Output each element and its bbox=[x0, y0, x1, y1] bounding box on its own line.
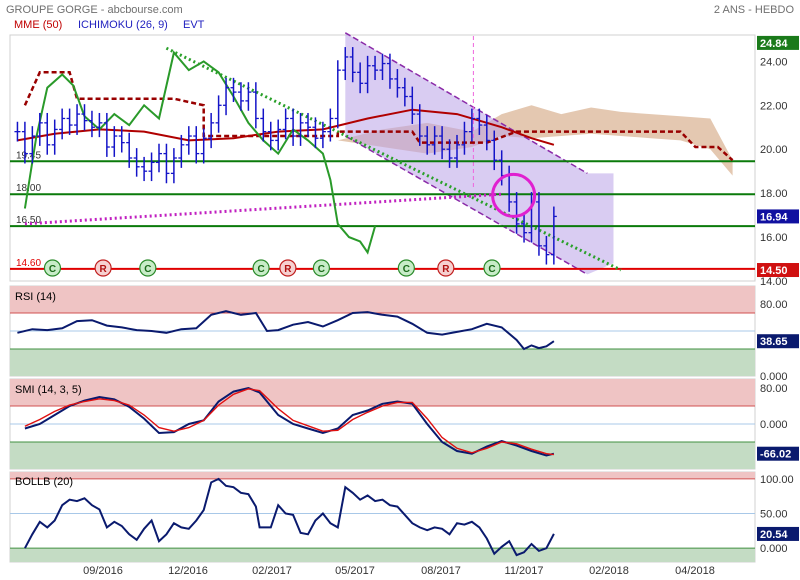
period-label: 2 ANS - HEBDO bbox=[714, 4, 795, 16]
chikou-line bbox=[23, 50, 377, 255]
x-tick-label: 08/2017 bbox=[421, 565, 461, 577]
last-price-label-box bbox=[757, 35, 799, 50]
overbought-zone bbox=[10, 379, 755, 406]
support-label: 16.50 bbox=[16, 215, 41, 226]
ichimoku-cloud bbox=[337, 105, 733, 176]
bollb-label: BOLLB (20) bbox=[15, 476, 73, 488]
event-marker bbox=[483, 259, 501, 277]
bollb-y-tick: 100.00 bbox=[760, 474, 794, 486]
support-label: 14.60 bbox=[16, 258, 41, 269]
event-marker-label: C bbox=[488, 264, 495, 275]
event-marker-label: R bbox=[442, 264, 450, 275]
smi-value-label-box bbox=[757, 446, 799, 461]
price-y-tick: 14.00 bbox=[760, 276, 788, 288]
x-tick-label: 11/2017 bbox=[505, 565, 544, 577]
event-marker bbox=[397, 259, 415, 277]
rsi-layer: 80.00 0.000 38.65 bbox=[10, 286, 799, 383]
low-price-label-box bbox=[757, 263, 799, 278]
event-marker bbox=[279, 259, 297, 277]
event-marker-label: C bbox=[257, 264, 264, 275]
bollb-value-label: 20.54 bbox=[760, 529, 788, 541]
price-layer: 19.45 18.00 16.50 14.60 C R C C R C C R C 24.00 22.00 2… bbox=[10, 32, 799, 288]
x-axis: 09/2016 12/2016 02/2017 05/2017 08/2017 … bbox=[83, 565, 715, 577]
x-tick-label: 02/2017 bbox=[252, 565, 292, 577]
x-tick-label: 05/2017 bbox=[335, 565, 375, 577]
source-title: GROUPE GORGE - abcbourse.com bbox=[6, 4, 183, 16]
current-price-label-box bbox=[757, 209, 799, 224]
bollb-line bbox=[24, 477, 555, 557]
legend-mme: MME (50) bbox=[14, 19, 62, 31]
bollb-layer: 100.00 50.00 0.000 20.54 bbox=[10, 472, 799, 562]
event-marker bbox=[43, 259, 62, 277]
rsi-line bbox=[17, 310, 555, 351]
x-tick-label: 12/2016 bbox=[168, 565, 208, 577]
event-marker bbox=[94, 259, 112, 277]
legend-evt: EVT bbox=[183, 19, 205, 31]
smi-line bbox=[24, 386, 555, 457]
price-y-tick: 18.00 bbox=[760, 188, 788, 200]
overbought-zone bbox=[10, 472, 755, 479]
price-y-tick: 16.00 bbox=[760, 232, 788, 244]
channel-lower-line bbox=[344, 135, 588, 276]
event-marker bbox=[312, 259, 331, 277]
bollb-y-tick: 50.00 bbox=[760, 509, 788, 521]
event-marker-label: C bbox=[403, 264, 410, 275]
event-marker-label: C bbox=[144, 264, 151, 275]
event-marker-label: R bbox=[100, 264, 108, 275]
support-label: 19.45 bbox=[16, 150, 41, 161]
rsi-y-tick: 80.00 bbox=[760, 299, 788, 311]
oversold-zone bbox=[10, 548, 755, 562]
smi-value-label: -66.02 bbox=[760, 449, 791, 461]
oversold-zone bbox=[10, 442, 755, 469]
current-price-label: 16.94 bbox=[760, 211, 788, 223]
event-marker bbox=[437, 259, 455, 277]
rsi-value-label: 38.65 bbox=[760, 336, 788, 348]
smi-label: SMI (14, 3, 5) bbox=[15, 384, 82, 396]
price-y-tick: 24.00 bbox=[760, 56, 788, 68]
rsi-value-label-box bbox=[757, 334, 799, 349]
smi-y-tick: 80.00 bbox=[760, 383, 788, 395]
diagonal-trendline bbox=[165, 46, 622, 272]
rsi-label: RSI (14) bbox=[15, 291, 56, 303]
event-marker-label: R bbox=[284, 264, 292, 275]
rsi-y-tick: 0.000 bbox=[760, 371, 788, 383]
bollb-value-label-box bbox=[757, 526, 799, 541]
price-y-tick: 22.00 bbox=[760, 100, 788, 112]
x-tick-label: 04/2018 bbox=[675, 565, 715, 577]
low-price-label: 14.50 bbox=[760, 265, 788, 277]
last-price-label: 24.84 bbox=[760, 38, 788, 50]
smi-layer: 80.00 0.000 -66.02 bbox=[10, 379, 799, 469]
event-marker-label: C bbox=[318, 264, 325, 275]
smi-y-tick: 0.000 bbox=[760, 419, 788, 431]
oversold-zone bbox=[10, 349, 755, 376]
legend-ichimoku: ICHIMOKU (26, 9) bbox=[78, 19, 168, 31]
event-marker-label: C bbox=[49, 264, 56, 275]
price-y-tick: 20.00 bbox=[760, 144, 788, 156]
event-marker bbox=[252, 259, 270, 277]
x-tick-label: 09/2016 bbox=[83, 565, 123, 577]
bollb-y-tick: 0.000 bbox=[760, 543, 788, 555]
signal-line bbox=[24, 388, 554, 456]
overbought-zone bbox=[10, 286, 755, 313]
highlight-circle bbox=[491, 172, 537, 218]
x-tick-label: 02/2018 bbox=[589, 565, 629, 577]
event-marker bbox=[139, 259, 157, 277]
channel-upper-line bbox=[344, 32, 588, 175]
